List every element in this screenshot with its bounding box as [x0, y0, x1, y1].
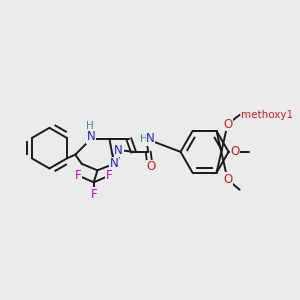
Text: N: N	[110, 158, 118, 170]
Text: N: N	[87, 130, 95, 143]
Text: F: F	[90, 188, 97, 201]
Text: O: O	[147, 160, 156, 173]
Text: H: H	[140, 134, 148, 144]
Text: N: N	[114, 143, 123, 157]
Text: O: O	[223, 173, 232, 186]
Text: O: O	[230, 145, 240, 158]
Text: methoxy: methoxy	[241, 110, 286, 120]
Text: H: H	[86, 121, 94, 130]
Text: N: N	[146, 132, 155, 146]
Text: F: F	[106, 169, 112, 182]
Text: O: O	[223, 118, 232, 130]
Text: methoxy1: methoxy1	[241, 110, 293, 120]
Text: F: F	[75, 169, 82, 182]
Text: O: O	[223, 118, 232, 130]
